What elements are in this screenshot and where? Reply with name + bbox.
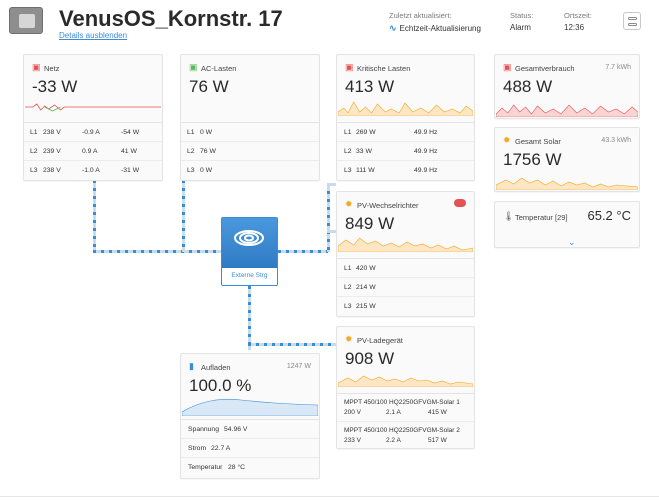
status-label: Status: bbox=[510, 11, 534, 20]
alert-badge bbox=[454, 199, 466, 207]
table-row: L1 269 W 49.9 Hz bbox=[337, 123, 474, 142]
table-row: L1 420 W bbox=[337, 259, 474, 278]
pv-charger-sparkline bbox=[338, 375, 473, 387]
table-row: Spannung 54.96 V bbox=[181, 420, 319, 439]
critical-loads-icon: ▣ bbox=[345, 62, 354, 72]
page-title: VenusOS_Kornstr. 17 bbox=[59, 6, 283, 31]
sun-icon: ✹ bbox=[345, 199, 353, 209]
table-row: L2 214 W bbox=[337, 278, 474, 297]
pv-charger-card[interactable]: ✹ PV-Ladegerät 908 W MPPT 450/100 HQ2250… bbox=[336, 326, 475, 449]
table-row: L3 0 W bbox=[187, 167, 213, 174]
victron-logo-icon bbox=[222, 218, 277, 268]
table-row: L3 215 W bbox=[344, 303, 376, 310]
table-row: L1 0 W bbox=[181, 123, 319, 142]
table-row: L2 239 V 0.9 A 41 W bbox=[24, 142, 162, 161]
battery-icon: ▮ bbox=[189, 361, 194, 371]
sun-icon: ✹ bbox=[503, 135, 511, 145]
status-value: Alarm bbox=[510, 23, 531, 32]
updated-label: Zuletzt aktualisiert: bbox=[389, 11, 452, 20]
realtime-icon: ∿ bbox=[389, 23, 397, 33]
time-label: Ortszeit: bbox=[564, 11, 592, 20]
table-row: L2 76 W bbox=[181, 142, 319, 161]
list-item: MPPT 450/100 HQ2250GFVGM-Solar 2 233 V 2… bbox=[344, 427, 460, 444]
total-solar-sparkline bbox=[496, 177, 638, 190]
thermometer-icon: 🌡 bbox=[503, 211, 515, 221]
time-value: 12:36 bbox=[564, 23, 585, 32]
device-icon bbox=[9, 7, 43, 34]
ac-loads-icon: ▣ bbox=[189, 62, 198, 72]
chevron-down-icon[interactable]: ⌄ bbox=[568, 237, 576, 247]
critical-loads-card[interactable]: ▣ Kritische Lasten 413 W L1 269 W 49.9 Hz … bbox=[336, 54, 475, 181]
total-solar-card[interactable]: ✹ Gesamt Solar 43.3 kWh 1756 W bbox=[494, 127, 640, 192]
sun-icon: ✹ bbox=[345, 334, 353, 344]
table-row: L3 111 W 49.9 Hz bbox=[344, 167, 438, 174]
table-row: L3 238 V -1.0 A -31 W bbox=[30, 167, 140, 174]
table-row: L1 238 V -0.9 A -54 W bbox=[24, 123, 162, 142]
table-row: Temperatur 28 °C bbox=[188, 464, 246, 471]
grid-icon: ▣ bbox=[32, 62, 41, 72]
settings-toggle-icon[interactable] bbox=[623, 12, 641, 30]
ac-loads-card[interactable]: ▣ AC-Lasten 76 W L1 0 W L2 76 W L3 0 W bbox=[180, 54, 320, 181]
list-item: MPPT 450/100 HQ2250GFVGM-Solar 1 200 V 2… bbox=[337, 394, 474, 422]
pv-inverter-sparkline bbox=[338, 237, 473, 252]
grid-sparkline bbox=[25, 103, 161, 112]
updated-value: ∿ Echtzeit-Aktualisierung bbox=[389, 23, 481, 33]
total-consumption-card[interactable]: ▣ Gesamtverbrauch 7.7 kWh 488 W bbox=[494, 54, 640, 119]
battery-sparkline bbox=[182, 399, 318, 416]
table-row: Strom 22.7 A bbox=[181, 439, 319, 458]
temperature-card[interactable]: 🌡 Temperatur [29] 65.2 °C ⌄ bbox=[494, 201, 640, 248]
battery-card[interactable]: ▮ Aufladen 1247 W 100.0 % Spannung 54.96 … bbox=[180, 353, 320, 479]
pv-inverter-card[interactable]: ✹ PV-Wechselrichter 849 W L1 420 W L2 214 … bbox=[336, 191, 475, 317]
details-toggle-link[interactable]: Details ausblenden bbox=[59, 31, 128, 40]
total-consumption-sparkline bbox=[496, 104, 638, 117]
inverter-node[interactable]: Externe Strg bbox=[221, 217, 278, 286]
consumption-icon: ▣ bbox=[503, 62, 512, 72]
critical-loads-sparkline bbox=[338, 101, 473, 116]
table-row: L2 33 W 49.9 Hz bbox=[337, 142, 474, 161]
inverter-label: Externe Strg bbox=[231, 272, 268, 279]
